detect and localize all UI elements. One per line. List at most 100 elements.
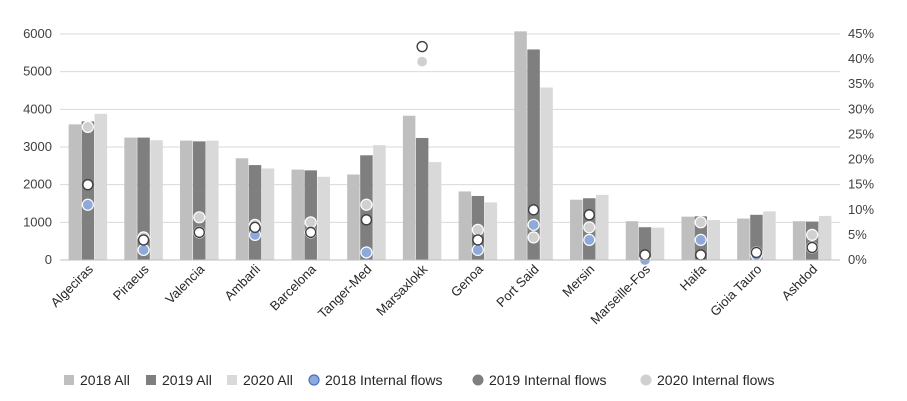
legend-label: 2018 Internal flows [325, 372, 443, 388]
bar-2018-all [347, 174, 360, 260]
point-2020-internal-flows [583, 221, 596, 234]
bar-2018-all [68, 124, 82, 261]
bar-2020-all [763, 211, 776, 260]
y-axis-left: 0 1000 2000 3000 4000 5000 6000 [23, 26, 52, 267]
bar-2019-all [304, 170, 317, 260]
y-right-tick-label: 35% [848, 76, 874, 91]
category-label: Marseille-Fos [587, 261, 653, 327]
bar-2019-all [137, 137, 150, 260]
legend-label: 2019 Internal flows [489, 372, 607, 388]
y-left-tick-label: 6000 [23, 26, 52, 41]
point-2020-internal-flows [806, 228, 819, 241]
category-label: Tanger-Med [315, 262, 375, 322]
point-2019-internal-flows [472, 234, 484, 246]
x-axis: Algeciras Piraeus Valencia Ambarli Barcelona… [48, 259, 840, 327]
category-label: Haifa [677, 261, 710, 294]
bar-2018-all [180, 140, 193, 260]
point-2020-internal-flows [471, 223, 484, 236]
legend-swatch [472, 374, 484, 386]
legend-swatch [640, 374, 652, 386]
point-2019-internal-flows [249, 221, 261, 234]
point-2019-internal-flows [639, 249, 651, 261]
y-right-tick-label: 5% [848, 227, 867, 242]
category-label: Piraeus [110, 261, 152, 303]
point-2018-internal-flows [694, 233, 707, 247]
y-left-tick-label: 3000 [23, 139, 52, 154]
y-left-tick-label: 0 [45, 252, 52, 267]
category-label: Gioia Tauro [707, 262, 764, 319]
bar-2020-all [373, 145, 386, 260]
point-2020-internal-flows [694, 216, 707, 229]
bar-2018-all [402, 115, 416, 260]
bar-2020-all [150, 140, 163, 260]
category-label: Ashdod [778, 262, 820, 304]
y-left-tick-label: 2000 [23, 177, 52, 192]
point-2019-internal-flows [750, 246, 763, 259]
legend: 2018 All 2019 All 2020 All 2018 Internal fl… [64, 372, 775, 388]
point-2018-internal-flows [81, 198, 94, 211]
legend-label: 2020 All [243, 372, 293, 388]
category-label: Algeciras [48, 261, 97, 310]
point-2020-internal-flows [193, 211, 206, 224]
point-2019-internal-flows [82, 178, 94, 191]
point-2020-internal-flows [360, 198, 373, 211]
bar-2018-all [681, 216, 694, 260]
legend-swatch [308, 374, 320, 386]
legend-label: 2019 All [162, 372, 212, 388]
bar-2019-all [415, 137, 429, 260]
y-right-tick-label: 15% [848, 177, 874, 192]
bar-2018-all [570, 199, 583, 260]
bar-2018-all [792, 221, 806, 260]
legend-swatch [146, 375, 156, 385]
point-2019-internal-flows [416, 40, 428, 53]
point-2018-internal-flows [471, 243, 484, 257]
bar-2018-all [291, 169, 304, 260]
y-right-tick-label: 0% [848, 252, 867, 267]
category-label: Barcelona [267, 261, 320, 314]
bar-2020-all [707, 220, 720, 260]
category-label: Valencia [162, 261, 208, 307]
gridlines [60, 33, 840, 261]
bars [68, 31, 832, 261]
bar-2018-all [458, 191, 472, 260]
y-right-tick-label: 40% [848, 51, 874, 66]
y-right-tick-label: 30% [848, 101, 874, 116]
legend-swatch [64, 375, 74, 385]
legend-label: 2018 All [80, 372, 130, 388]
y-right-tick-label: 10% [848, 202, 874, 217]
y-right-tick-label: 25% [848, 126, 874, 141]
bar-2020-all [596, 194, 609, 260]
point-2019-internal-flows [583, 209, 595, 221]
category-label: Genoa [448, 261, 487, 300]
y-right-tick-label: 20% [848, 152, 874, 167]
point-2019-internal-flows [527, 204, 540, 216]
point-2020-internal-flows [304, 216, 317, 229]
bar-2019-all [81, 121, 95, 261]
point-2019-internal-flows [695, 249, 707, 261]
point-2020-internal-flows [416, 55, 429, 68]
point-2019-internal-flows [360, 214, 373, 226]
points [81, 40, 819, 267]
category-label: Ambarli [221, 261, 263, 303]
bar-2020-all [317, 176, 330, 260]
y-left-tick-label: 4000 [23, 101, 52, 116]
point-2019-internal-flows [305, 226, 317, 239]
bar-2020-all [651, 227, 665, 260]
y-right-tick-label: 45% [848, 26, 874, 41]
bar-2020-all [484, 202, 498, 260]
y-axis-right: 0% 5% 10% 15% 20% 25% 30% 35% 40% 45% [848, 26, 874, 267]
bar-2018-all [124, 137, 137, 260]
bar-2020-all [540, 87, 553, 260]
bar-2018-all [235, 158, 249, 260]
bar-2020-all [818, 215, 832, 260]
point-2019-internal-flows [137, 234, 150, 246]
legend-swatch [227, 375, 237, 385]
bar-2019-all [248, 165, 262, 260]
point-2019-internal-flows [806, 241, 818, 254]
point-2019-internal-flows [193, 226, 205, 239]
bar-2018-all [737, 218, 750, 260]
bar-2019-all [193, 141, 206, 260]
point-2018-internal-flows [583, 233, 596, 247]
bar-2018-all [625, 221, 639, 260]
